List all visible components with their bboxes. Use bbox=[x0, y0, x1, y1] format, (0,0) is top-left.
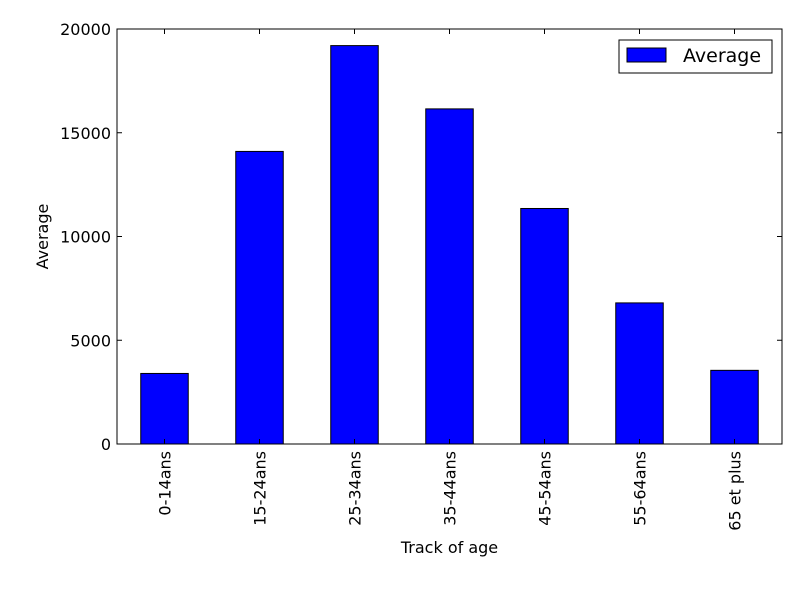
bars-layer bbox=[140, 45, 759, 445]
x-axis-title: Track of age bbox=[400, 538, 498, 557]
plot-area-frame bbox=[116, 28, 783, 445]
y-tick-label: 0 bbox=[101, 435, 111, 454]
y-tick-label: 20000 bbox=[60, 20, 111, 39]
bar-35-44ans bbox=[425, 108, 474, 445]
bar-0-14ans bbox=[140, 372, 189, 445]
x-tick-label: 55-64ans bbox=[631, 451, 650, 526]
y-tick-label: 10000 bbox=[60, 228, 111, 247]
y-axis-title: Average bbox=[33, 204, 52, 270]
y-tick-label: 15000 bbox=[60, 124, 111, 143]
x-tick-label: 45-54ans bbox=[536, 451, 555, 526]
bar-65-et-plus bbox=[710, 369, 759, 445]
bar-55-64ans bbox=[615, 302, 664, 445]
bar-15-24ans bbox=[235, 150, 284, 445]
x-tick-label: 0-14ans bbox=[156, 451, 175, 516]
x-tick-label: 65 et plus bbox=[726, 451, 745, 531]
x-tick-label: 15-24ans bbox=[251, 451, 270, 526]
bar-45-54ans bbox=[520, 207, 569, 445]
x-tick-label: 35-44ans bbox=[441, 451, 460, 526]
legend-swatch bbox=[626, 47, 667, 63]
y-tick-label: 5000 bbox=[70, 331, 111, 350]
legend-label: Average bbox=[683, 45, 761, 67]
x-tick-label: 25-34ans bbox=[346, 451, 365, 526]
labels-layer: 0-14ans 15-24ans 25-34ans 35-44ans 45-54ans 5… bbox=[60, 20, 744, 531]
legend: Average bbox=[618, 39, 773, 74]
bar-25-34ans bbox=[330, 45, 379, 445]
